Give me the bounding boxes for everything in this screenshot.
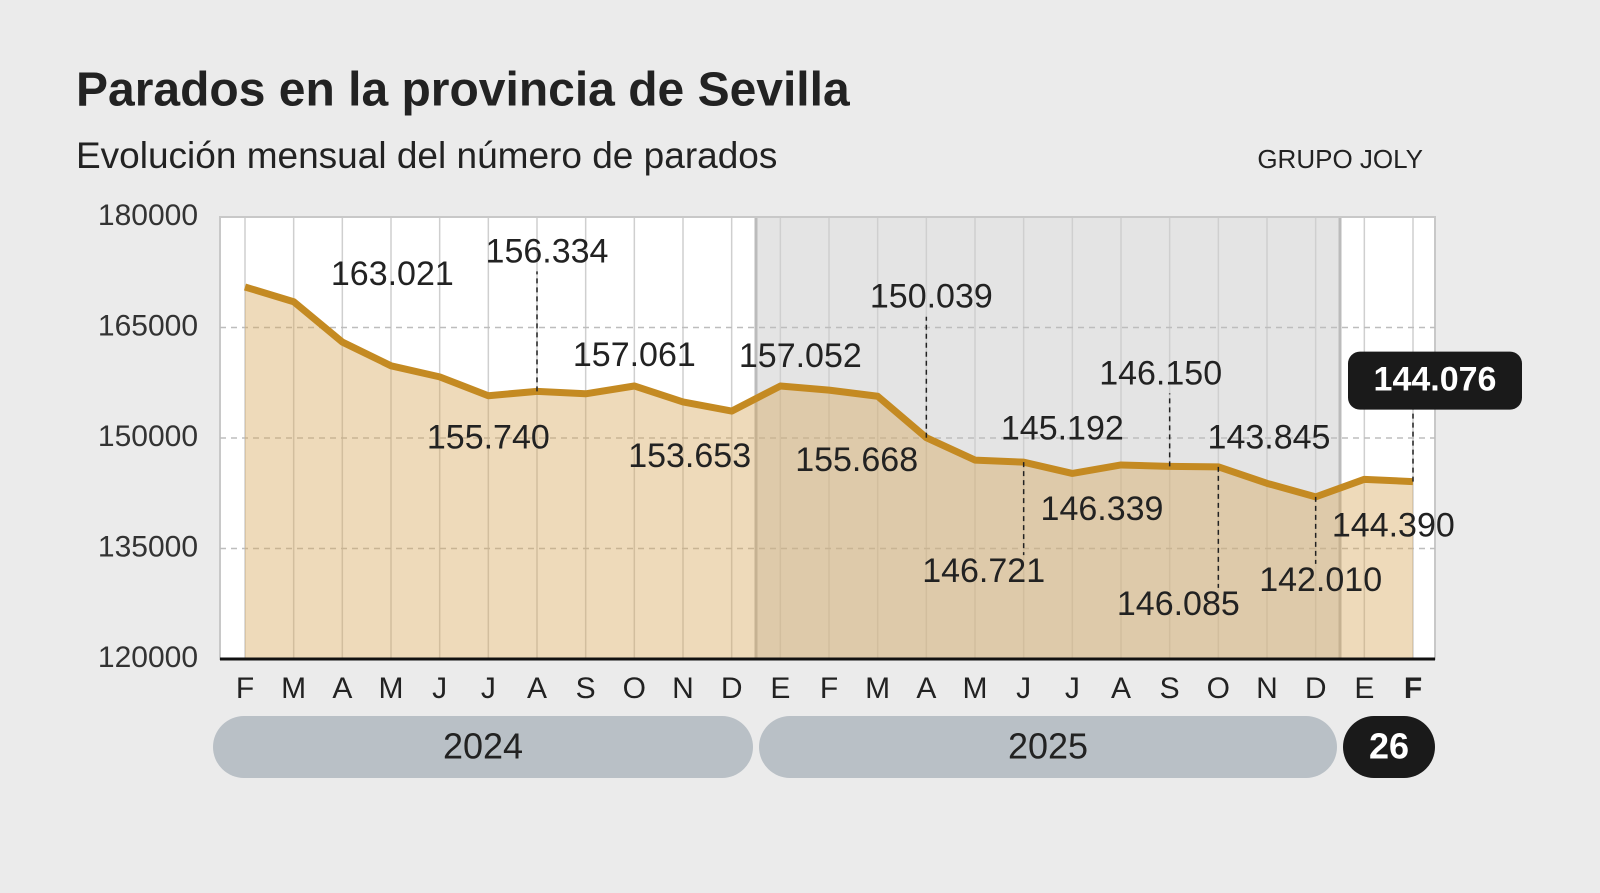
x-tick-label: D <box>1305 672 1327 705</box>
y-tick-label: 135000 <box>98 530 198 563</box>
value-label: 156.334 <box>486 232 609 270</box>
x-tick-label: M <box>379 672 404 705</box>
chart-title: Parados en la provincia de Sevilla <box>76 64 850 117</box>
area <box>245 286 1413 659</box>
value-label: 155.668 <box>795 441 918 479</box>
x-tick-label: O <box>623 672 646 705</box>
x-tick-label: J <box>481 672 496 705</box>
x-tick-label: S <box>576 672 596 705</box>
highlight-box <box>1348 351 1522 410</box>
source: GRUPO JOLY <box>1257 144 1423 174</box>
x-tick-label: J <box>1016 672 1031 705</box>
value-label: 144.390 <box>1332 506 1455 544</box>
y-tick-label: 120000 <box>98 641 198 674</box>
y-tick-label: 165000 <box>98 309 198 342</box>
year-label: 2025 <box>1008 726 1088 767</box>
x-tick-label: D <box>721 672 743 705</box>
value-label: 144.076 <box>1374 361 1497 399</box>
x-tick-label: J <box>432 672 447 705</box>
x-tick-label: J <box>1065 672 1080 705</box>
value-label: 157.052 <box>739 337 862 375</box>
value-label: 146.339 <box>1041 490 1164 528</box>
value-label: 153.653 <box>628 437 751 475</box>
x-tick-label: F <box>236 672 254 705</box>
y-tick-label: 150000 <box>98 420 198 453</box>
value-label: 146.085 <box>1117 585 1240 623</box>
value-label: 143.845 <box>1208 418 1331 456</box>
x-tick-label: A <box>527 672 547 705</box>
value-label: 142.010 <box>1259 561 1382 599</box>
year-band <box>1343 716 1435 778</box>
value-label: 146.150 <box>1099 354 1222 392</box>
y-tick-label: 180000 <box>98 199 198 232</box>
chart-subtitle: Evolución mensual del número de parados <box>76 135 777 176</box>
x-tick-label: F <box>1404 672 1422 705</box>
x-tick-label: A <box>1111 672 1131 705</box>
x-tick-label: E <box>770 672 790 705</box>
value-label: 163.021 <box>331 255 454 293</box>
x-tick-label: E <box>1354 672 1374 705</box>
x-tick-label: O <box>1207 672 1230 705</box>
x-tick-label: S <box>1160 672 1180 705</box>
x-tick-label: N <box>672 672 694 705</box>
year-label: 2024 <box>443 726 523 767</box>
x-tick-label: M <box>865 672 890 705</box>
x-tick-label: A <box>916 672 936 705</box>
x-tick-label: A <box>332 672 352 705</box>
year-label: 26 <box>1369 726 1409 767</box>
value-label: 155.740 <box>427 419 550 457</box>
value-label: 150.039 <box>870 278 993 316</box>
x-tick-label: F <box>820 672 838 705</box>
x-tick-label: M <box>281 672 306 705</box>
year-band <box>213 716 753 778</box>
value-label: 146.721 <box>922 552 1045 590</box>
value-label: 157.061 <box>573 336 696 374</box>
x-tick-label: N <box>1256 672 1278 705</box>
year-band <box>759 716 1337 778</box>
x-tick-label: M <box>963 672 988 705</box>
value-label: 145.192 <box>1001 409 1124 447</box>
